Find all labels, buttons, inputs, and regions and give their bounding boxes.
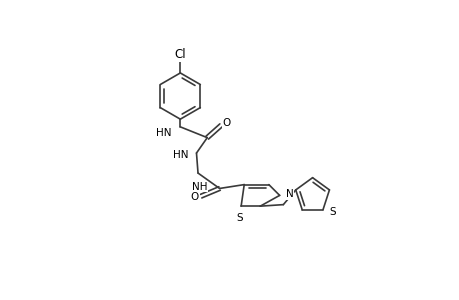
Text: N: N	[285, 189, 293, 199]
Text: HN: HN	[156, 128, 172, 138]
Text: S: S	[236, 213, 242, 223]
Text: O: O	[190, 192, 199, 202]
Text: O: O	[222, 118, 230, 128]
Text: S: S	[329, 207, 335, 217]
Text: Cl: Cl	[174, 48, 186, 61]
Text: HN: HN	[173, 150, 188, 160]
Text: NH: NH	[191, 182, 207, 191]
